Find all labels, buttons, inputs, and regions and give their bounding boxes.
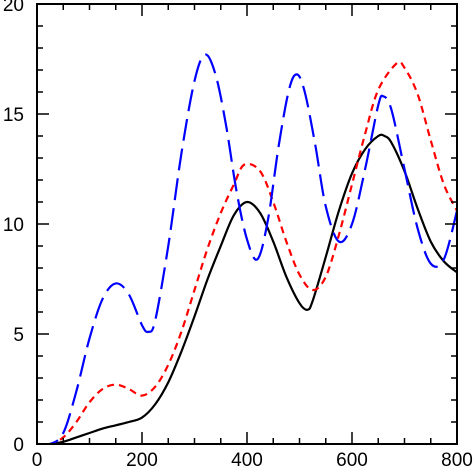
series-line-solid bbox=[37, 133, 457, 444]
x-tick-label: 600 bbox=[336, 450, 368, 469]
y-tick-label: 10 bbox=[3, 215, 24, 236]
series-line-long-dashed bbox=[37, 53, 457, 444]
y-tick-label: 15 bbox=[3, 105, 24, 126]
axis-layer: 0 200 400 600 800 0 5 10 15 20 bbox=[3, 0, 473, 469]
y-tick-label: 0 bbox=[13, 435, 24, 456]
y-tick-label: 5 bbox=[13, 325, 24, 346]
x-tick-label: 800 bbox=[441, 450, 473, 469]
x-tick-label: 200 bbox=[126, 450, 158, 469]
y-tick-label: 20 bbox=[3, 0, 24, 16]
plot-frame bbox=[36, 3, 458, 445]
x-tick-label: 400 bbox=[231, 450, 263, 469]
series-layer bbox=[37, 53, 457, 444]
series-line-dashed bbox=[37, 60, 457, 444]
x-tick-label: 0 bbox=[32, 450, 43, 469]
